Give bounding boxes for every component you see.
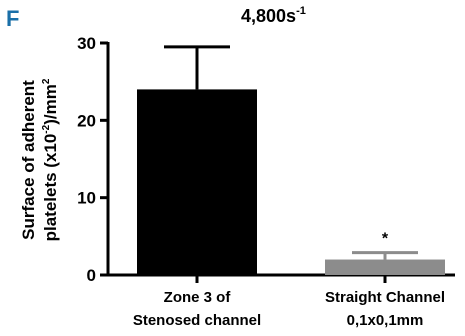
x-category-label-1-line2: 0,1x0,1mm (347, 312, 424, 329)
panel-label: F (6, 6, 19, 31)
x-category-label-0-line1: Zone 3 of (164, 289, 232, 306)
chart-title: 4,800s-1 (241, 5, 306, 26)
y-axis-label-line1: Surface of adherent (19, 80, 38, 240)
y-tick-label-20: 20 (77, 111, 96, 130)
bar-0 (137, 89, 257, 276)
bar-1 (325, 259, 445, 275)
x-category-label-0-line2: Stenosed channel (133, 312, 261, 329)
x-category-label-1-line1: Straight Channel (325, 289, 445, 306)
y-axis-label: Surface of adherent platelets (x10-2)/mm… (19, 78, 60, 241)
chart-title-text: 4,800s (241, 6, 296, 26)
chart-title-superscript: -1 (296, 5, 306, 17)
y-tick-label-30: 30 (77, 34, 96, 53)
y-tick-label-10: 10 (77, 189, 96, 208)
plot-area: 0 10 20 30 Zone 3 of Stenosed channel * Straigh… (77, 34, 455, 329)
significance-marker-1: * (382, 231, 389, 248)
y-tick-label-0: 0 (87, 266, 96, 285)
y-axis-label-line2: platelets (x10-2)/mm2 (41, 78, 60, 241)
